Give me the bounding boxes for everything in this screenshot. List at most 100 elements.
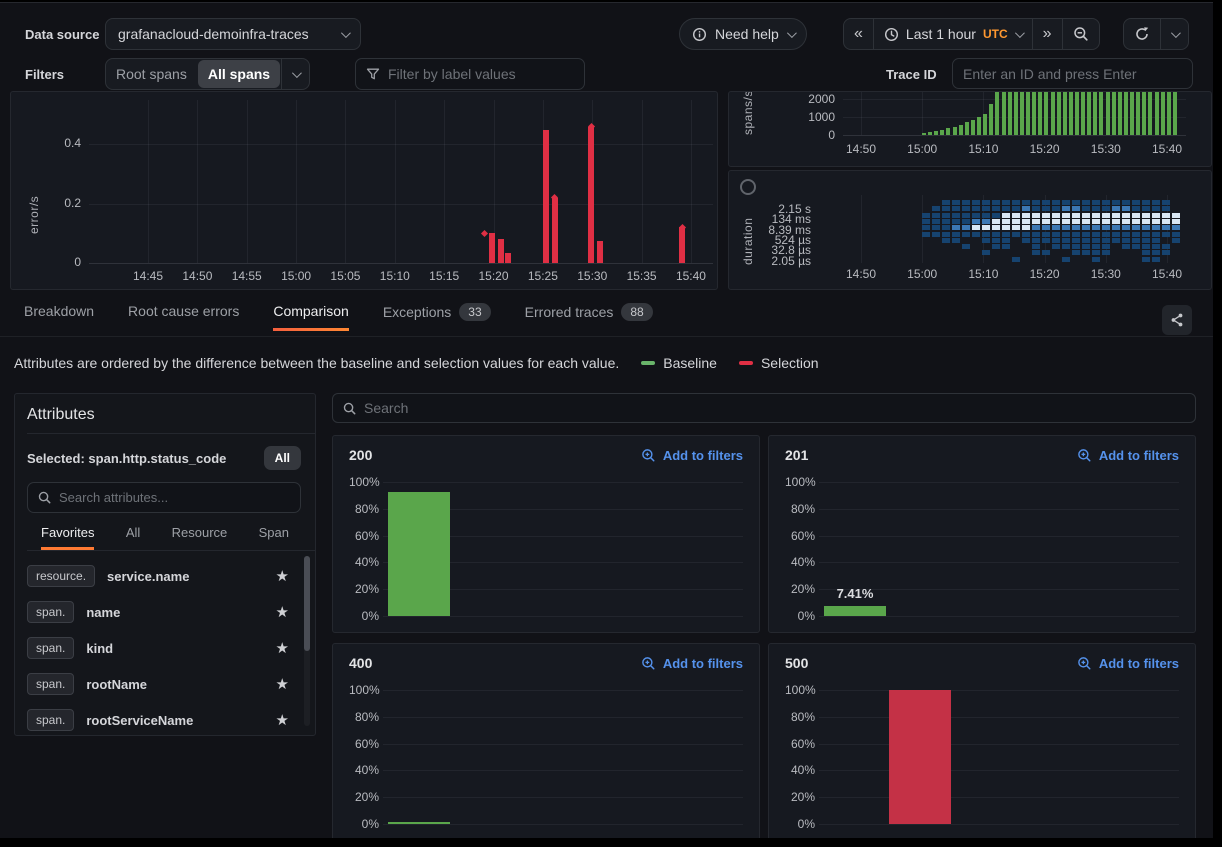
- errored-traces-count-badge: 88: [621, 303, 653, 321]
- all-attributes-button[interactable]: All: [263, 446, 301, 470]
- attribute-search-input[interactable]: [59, 490, 290, 505]
- scope-chip: span.: [27, 709, 75, 731]
- attribute-list: resource. service.name ★ span. name ★ sp…: [27, 561, 303, 735]
- legend-selection[interactable]: Selection: [738, 355, 819, 371]
- attr-tab-favorites[interactable]: Favorites: [41, 525, 95, 550]
- add-to-filters-link[interactable]: Add to filters: [641, 656, 743, 671]
- tab-breakdown[interactable]: Breakdown: [24, 303, 95, 319]
- scope-chip: resource.: [27, 565, 96, 587]
- attribute-list-item[interactable]: span. name ★: [27, 597, 303, 627]
- span-scope-toggle: Root spans All spans: [105, 58, 311, 90]
- comparison-chart-500[interactable]: 100% 80% 60% 40% 20% 0%: [785, 683, 1179, 838]
- tab-exceptions[interactable]: Exceptions 33: [383, 303, 491, 330]
- comparison-chart-400[interactable]: 100% 80% 60% 40% 20% 0%: [349, 683, 743, 838]
- chevron-down-icon: [1170, 27, 1181, 38]
- label-filter-input[interactable]: [388, 66, 574, 82]
- favorite-star-icon[interactable]: ★: [275, 712, 289, 729]
- scope-chip: span.: [27, 601, 75, 623]
- selected-attribute-label: Selected: span.http.status_code: [27, 450, 227, 466]
- time-range-back-button[interactable]: «: [854, 25, 863, 42]
- comparison-description-row: Attributes are ordered by the difference…: [14, 355, 819, 371]
- scope-dropdown-button[interactable]: [281, 59, 309, 89]
- tab-comparison[interactable]: Comparison: [273, 303, 349, 331]
- comparison-chart-201[interactable]: 100% 80% 60% 40% 20% 0% 7.41%: [785, 475, 1179, 642]
- search-icon: [343, 402, 356, 414]
- comparison-description: Attributes are ordered by the difference…: [14, 355, 620, 371]
- label-filter-input-wrap: [355, 58, 585, 90]
- datasource-label: Data source: [25, 27, 100, 42]
- attributes-panel: Attributes Selected: span.http.status_co…: [14, 393, 316, 736]
- refresh-group: [1123, 18, 1189, 50]
- attribute-list-scrollbar[interactable]: [304, 556, 310, 726]
- attribute-list-item[interactable]: span. rootName ★: [27, 669, 303, 699]
- datasource-value: grafanacloud-demoinfra-traces: [118, 26, 309, 42]
- zoom-plus-icon: [642, 449, 655, 462]
- baseline-legend-swatch: [641, 361, 656, 365]
- chevron-down-icon: [786, 27, 797, 38]
- zoom-out-button[interactable]: [1061, 19, 1099, 49]
- favorite-star-icon[interactable]: ★: [275, 568, 289, 585]
- zoom-plus-icon: [1078, 657, 1091, 670]
- selected-attribute-row: Selected: span.http.status_code All: [27, 446, 301, 470]
- comparison-panel-500: 500 Add to filters 100% 80% 60% 40% 20% 0%: [768, 643, 1196, 838]
- attribute-list-item[interactable]: span. kind ★: [27, 633, 303, 663]
- spans-chart[interactable]: 14:50 15:00 15:10 15:20 15:30 15:40 0 1000 2000: [729, 92, 1211, 166]
- chevron-down-icon: [1014, 27, 1025, 38]
- add-to-filters-link[interactable]: Add to filters: [641, 448, 743, 463]
- attr-tab-span[interactable]: Span: [258, 525, 289, 540]
- scope-option-all-spans[interactable]: All spans: [197, 60, 281, 88]
- attribute-list-item[interactable]: resource. service.name ★: [27, 561, 303, 591]
- refresh-interval-button[interactable]: [1160, 19, 1188, 49]
- scope-option-root-spans[interactable]: Root spans: [116, 66, 187, 82]
- share-button[interactable]: [1162, 305, 1192, 335]
- favorite-star-icon[interactable]: ★: [275, 676, 289, 693]
- duration-heatmap-panel[interactable]: duration 14:50 15:00 15:10 15:20 15:30 15:40 2…: [728, 170, 1212, 290]
- time-range-button[interactable]: Last 1 hour UTC: [872, 19, 1032, 49]
- panel-title: 400: [349, 655, 373, 671]
- comparison-search-input[interactable]: [364, 400, 1185, 416]
- comparison-chart-200[interactable]: 100% 80% 60% 40% 20% 0%: [349, 475, 743, 642]
- attribute-search-wrap: [27, 482, 301, 513]
- need-help-button[interactable]: Need help: [679, 18, 807, 50]
- tab-root-cause-errors[interactable]: Root cause errors: [128, 303, 240, 319]
- comparison-panel-200: 200 Add to filters 100% 80% 60% 40% 20% 0%: [332, 435, 760, 633]
- filter-funnel-icon: [366, 68, 380, 79]
- errors-chart[interactable]: 14:45 14:50 14:55 15:00 15:05 15:10 15:15 15:20…: [64, 100, 713, 283]
- trace-id-input[interactable]: [963, 65, 1182, 82]
- duration-chart[interactable]: 14:50 15:00 15:10 15:20 15:30 15:40 2.15 s 134 …: [729, 171, 1211, 289]
- comparison-panel-400: 400 Add to filters 100% 80% 60% 40% 20% 0%: [332, 643, 760, 838]
- clock-icon: [884, 27, 898, 41]
- tab-bar: Breakdown Root cause errors Comparison E…: [24, 303, 653, 336]
- time-picker-group: « Last 1 hour UTC »: [843, 18, 1100, 50]
- refresh-button[interactable]: [1124, 19, 1160, 49]
- attr-tab-all[interactable]: All: [125, 525, 141, 540]
- attr-tab-resource[interactable]: Resource: [171, 525, 228, 540]
- comparison-search-wrap: [332, 393, 1196, 423]
- time-range-label: Last 1 hour: [905, 26, 976, 42]
- panel-title: 500: [785, 655, 809, 671]
- info-circle-icon: [692, 27, 707, 41]
- tab-errored-traces[interactable]: Errored traces 88: [525, 303, 653, 330]
- errors-rate-panel[interactable]: error/s 14:45 14:50 14:55 15:00 15:05 15:10 15…: [10, 91, 718, 290]
- legend-baseline[interactable]: Baseline: [641, 355, 717, 371]
- refresh-icon: [1136, 27, 1149, 40]
- favorite-star-icon[interactable]: ★: [275, 604, 289, 621]
- need-help-label: Need help: [715, 26, 779, 42]
- scope-chip: span.: [27, 637, 75, 659]
- comparison-panel-201: 201 Add to filters 100% 80% 60% 40% 20% 0% 7.4…: [768, 435, 1196, 633]
- zoom-plus-icon: [1078, 449, 1091, 462]
- favorite-star-icon[interactable]: ★: [275, 640, 289, 657]
- trace-id-input-wrap: [952, 58, 1193, 89]
- spans-rate-panel[interactable]: spans/s 14:50 15:00 15:10 15:20 15:30 15:40 0 1…: [728, 91, 1212, 167]
- datasource-select[interactable]: grafanacloud-demoinfra-traces: [105, 18, 361, 50]
- add-to-filters-link[interactable]: Add to filters: [1077, 448, 1179, 463]
- scrollbar-thumb[interactable]: [304, 556, 310, 651]
- timezone-label: UTC: [982, 27, 1008, 41]
- chevron-down-icon: [292, 67, 302, 78]
- add-to-filters-link[interactable]: Add to filters: [1077, 656, 1179, 671]
- attribute-list-item[interactable]: span. rootServiceName ★: [27, 705, 303, 735]
- panel-select-radio[interactable]: [740, 179, 756, 195]
- time-range-forward-button[interactable]: »: [1031, 19, 1062, 49]
- exceptions-count-badge: 33: [459, 303, 491, 321]
